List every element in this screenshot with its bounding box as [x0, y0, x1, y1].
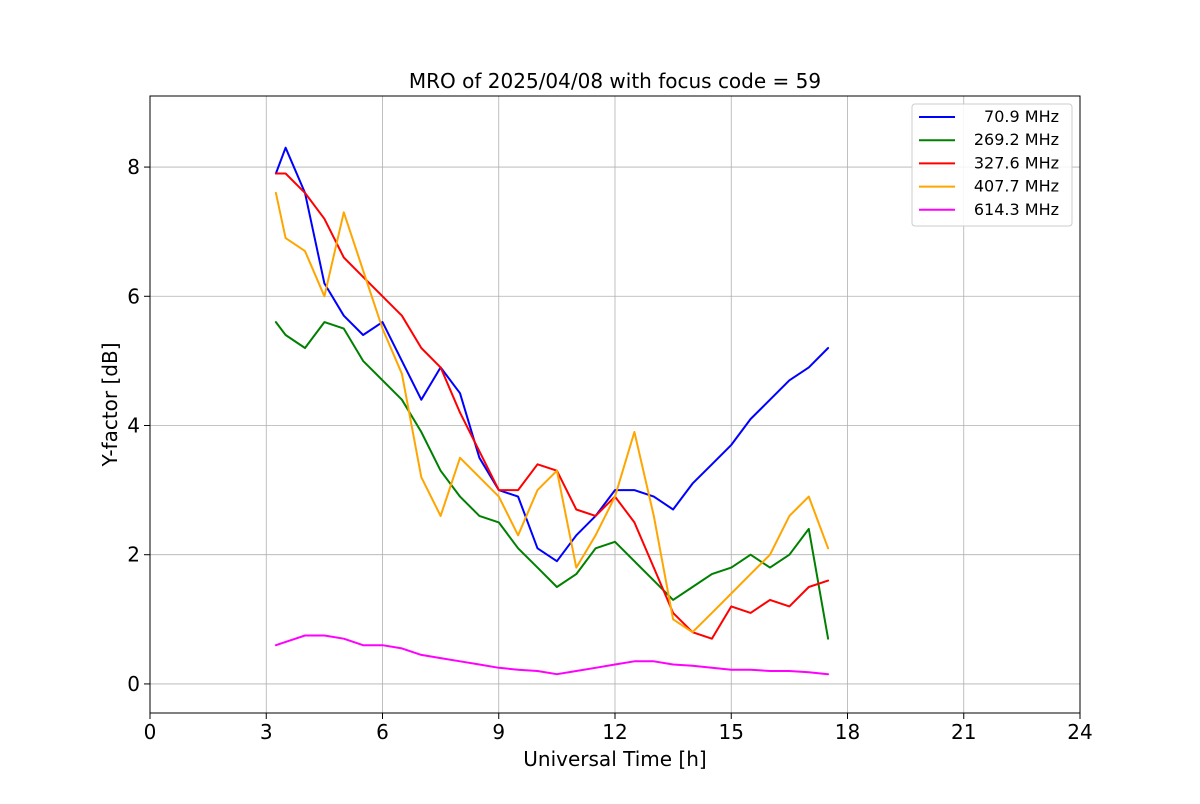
series-line-327-6-mhz: [274, 172, 830, 640]
y-tick-label: 4: [127, 413, 140, 437]
chart-title: MRO of 2025/04/08 with focus code = 59: [409, 69, 821, 93]
legend-label-614-3-mhz: 614.3 MHz: [974, 200, 1059, 219]
y-tick-label: 6: [127, 284, 140, 308]
y-tick-label: 8: [127, 155, 140, 179]
x-tick-label: 0: [144, 720, 157, 744]
series-line-407-7-mhz: [274, 191, 830, 634]
series-line-70-9-mhz: [274, 146, 830, 563]
legend-frame: [911, 103, 1073, 227]
legend-label-327-6-mhz: 327.6 MHz: [974, 153, 1059, 172]
x-tick-label: 9: [492, 720, 505, 744]
y-axis-label: Y-factor [dB]: [98, 342, 122, 467]
y-tick-label: 2: [127, 543, 140, 567]
x-tick-label: 21: [951, 720, 976, 744]
legend: 70.9 MHz 269.2 MHz 327.6 MHz 407.7 MHz 614.3…: [911, 103, 1073, 227]
series-layer: [274, 146, 830, 676]
series-line-269-2-mhz: [274, 321, 830, 640]
x-tick-label: 24: [1067, 720, 1092, 744]
legend-label-269-2-mhz: 269.2 MHz: [974, 130, 1059, 149]
legend-label-407-7-mhz: 407.7 MHz: [974, 177, 1059, 196]
x-tick-label: 3: [260, 720, 273, 744]
y-tick-label: 0: [127, 672, 140, 696]
x-axis-label: Universal Time [h]: [523, 747, 706, 771]
series-line-614-3-mhz: [274, 634, 830, 676]
legend-items: 70.9 MHz 269.2 MHz 327.6 MHz 407.7 MHz 614.3…: [919, 107, 1059, 219]
x-tick-label: 6: [376, 720, 389, 744]
x-tick-label: 18: [835, 720, 860, 744]
legend-label-70-9-mhz: 70.9 MHz: [984, 107, 1059, 126]
x-tick-label: 12: [602, 720, 627, 744]
x-tick-label: 15: [719, 720, 744, 744]
